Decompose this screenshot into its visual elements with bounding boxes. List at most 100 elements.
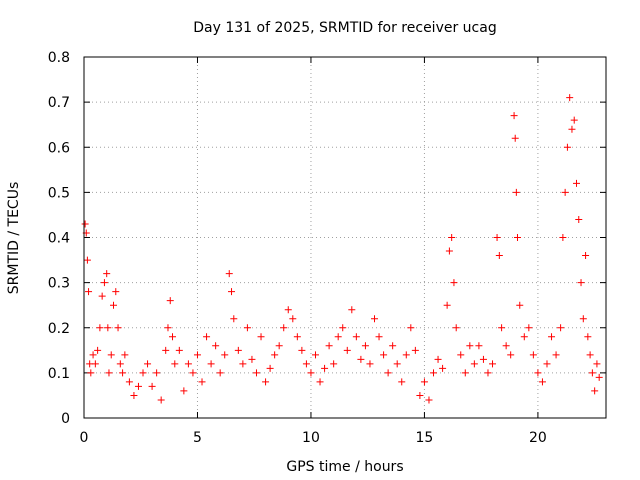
data-point: [357, 355, 365, 363]
data-point: [568, 125, 576, 133]
data-point: [493, 234, 501, 241]
data-point: [495, 252, 503, 260]
data-point: [461, 369, 469, 377]
data-point: [498, 324, 506, 332]
data-point: [184, 360, 192, 368]
data-point: [280, 324, 288, 332]
data-point: [110, 301, 118, 309]
data-point: [393, 360, 401, 368]
data-point: [484, 369, 492, 377]
data-point: [94, 346, 102, 354]
data-point: [450, 279, 458, 287]
data-point: [416, 391, 424, 399]
data-point: [343, 346, 351, 354]
data-point: [207, 360, 215, 368]
y-tick-label: 0.1: [48, 366, 70, 382]
data-point: [103, 270, 111, 278]
y-tick-label: 0.8: [48, 50, 70, 66]
data-point: [325, 342, 333, 350]
y-axis-label: SRMTID / TECUs: [6, 182, 22, 295]
data-point: [586, 351, 594, 359]
data-point: [552, 351, 560, 359]
data-point: [334, 333, 342, 341]
x-tick-label: 5: [193, 430, 202, 446]
data-point: [434, 355, 442, 363]
data-point: [105, 369, 113, 377]
data-point: [548, 333, 556, 341]
data-point: [85, 288, 93, 296]
data-point: [316, 378, 324, 386]
data-point: [430, 369, 438, 377]
data-point: [311, 351, 319, 359]
data-point: [298, 346, 306, 354]
data-point: [230, 315, 238, 323]
data-point: [104, 324, 112, 332]
data-point: [112, 288, 120, 296]
data-point: [443, 301, 451, 309]
data-point: [248, 355, 256, 363]
data-point: [239, 360, 247, 368]
data-point: [445, 247, 453, 255]
data-point: [563, 143, 571, 151]
data-point: [125, 378, 133, 386]
data-point: [510, 112, 518, 120]
data-point: [153, 369, 161, 377]
data-point: [289, 315, 297, 323]
data-point: [175, 346, 183, 354]
data-point: [579, 315, 587, 323]
data-point: [100, 279, 108, 287]
data-point: [520, 333, 528, 341]
y-tick-label: 0.6: [48, 140, 70, 156]
data-point: [557, 324, 565, 332]
chart-title: Day 131 of 2025, SRMTID for receiver uca…: [193, 20, 496, 36]
data-point: [398, 378, 406, 386]
data-point: [466, 342, 474, 350]
data-point: [87, 369, 95, 377]
data-point: [407, 324, 415, 332]
data-point: [380, 351, 388, 359]
data-point: [193, 351, 201, 359]
data-point: [212, 342, 220, 350]
data-point: [330, 360, 338, 368]
data-point: [98, 292, 106, 300]
data-point: [513, 234, 521, 241]
data-point: [475, 342, 483, 350]
data-point: [162, 346, 170, 354]
data-point: [511, 134, 519, 142]
data-point: [180, 387, 188, 395]
x-tick-label: 0: [80, 430, 89, 446]
data-point: [348, 306, 356, 314]
data-point: [166, 297, 174, 305]
data-point: [221, 351, 229, 359]
data-point: [420, 378, 428, 386]
data-point: [302, 360, 310, 368]
data-point: [452, 324, 460, 332]
data-point: [116, 360, 124, 368]
data-point: [157, 396, 165, 404]
data-point: [243, 324, 251, 332]
data-point: [134, 382, 142, 390]
data-point: [502, 342, 510, 350]
y-tick-label: 0.7: [48, 95, 70, 111]
data-point: [570, 116, 578, 124]
data-point: [507, 351, 515, 359]
data-point: [228, 288, 236, 296]
data-point: [411, 346, 419, 354]
data-point: [470, 360, 478, 368]
data-point: [284, 306, 292, 314]
data-point: [266, 364, 274, 372]
data-point: [114, 324, 122, 332]
data-point: [543, 360, 551, 368]
data-point: [575, 215, 583, 223]
data-point: [275, 342, 283, 350]
data-point: [164, 324, 172, 332]
data-point: [529, 351, 537, 359]
data-point: [572, 179, 580, 187]
data-point: [225, 270, 233, 278]
data-point: [189, 369, 197, 377]
data-point: [588, 369, 596, 377]
data-point: [582, 252, 590, 260]
data-point: [595, 373, 603, 381]
data-point: [538, 378, 546, 386]
